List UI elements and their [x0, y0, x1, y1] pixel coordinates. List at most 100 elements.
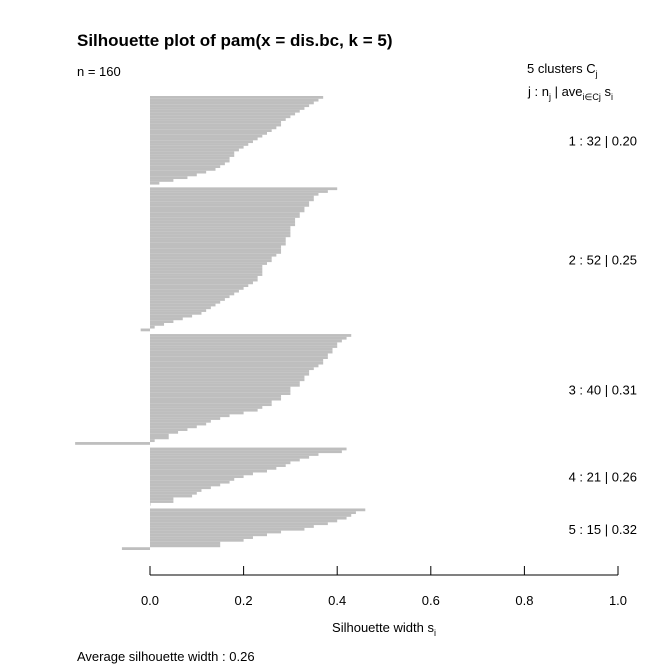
silhouette-bar-cluster-1 — [150, 96, 324, 99]
silhouette-bar-cluster-1 — [150, 179, 174, 182]
silhouette-bar-cluster-2 — [150, 323, 165, 326]
silhouette-bar-cluster-2 — [150, 275, 258, 279]
silhouette-bar-cluster-1 — [150, 109, 300, 113]
silhouette-bar-cluster-2 — [150, 248, 282, 252]
silhouette-bar-cluster-2 — [150, 187, 338, 191]
silhouette-bar-cluster-3 — [150, 378, 305, 382]
silhouette-bar-cluster-3 — [150, 350, 333, 354]
silhouette-bar-cluster-5 — [150, 541, 221, 545]
silhouette-bar-cluster-5 — [121, 547, 150, 550]
silhouette-bar-cluster-1 — [150, 123, 282, 127]
silhouette-bar-cluster-3 — [150, 433, 169, 437]
silhouette-bar-cluster-4 — [150, 472, 253, 476]
silhouette-bar-cluster-3 — [150, 361, 324, 365]
silhouette-bar-cluster-3 — [150, 411, 244, 415]
silhouette-bar-cluster-2 — [150, 190, 328, 193]
silhouette-bar-cluster-2 — [150, 192, 319, 196]
silhouette-bar-cluster-1 — [150, 162, 225, 166]
silhouette-bar-cluster-2 — [150, 303, 216, 307]
silhouette-bar-cluster-1 — [150, 115, 291, 119]
cluster-label-4: 4 : 21 | 0.26 — [569, 470, 637, 485]
silhouette-bar-cluster-1 — [150, 118, 286, 121]
silhouette-bar-cluster-3 — [150, 403, 272, 407]
silhouette-bar-cluster-3 — [150, 347, 333, 351]
silhouette-bar-cluster-3 — [150, 428, 188, 431]
x-tick-label: 0.6 — [422, 593, 440, 608]
silhouette-bar-cluster-4 — [150, 502, 151, 506]
silhouette-bar-cluster-3 — [150, 367, 314, 371]
silhouette-bar-cluster-1 — [150, 131, 267, 135]
silhouette-bar-cluster-2 — [150, 223, 296, 227]
silhouette-bar-cluster-5 — [150, 511, 356, 515]
silhouette-bar-cluster-2 — [150, 289, 239, 293]
silhouette-bar-cluster-1 — [150, 156, 230, 160]
silhouette-bar-cluster-3 — [150, 397, 282, 401]
silhouette-bar-cluster-1 — [150, 126, 277, 130]
x-tick-label: 0.8 — [515, 593, 533, 608]
cluster-label-2: 2 : 52 | 0.25 — [569, 252, 637, 267]
silhouette-bar-cluster-3 — [150, 414, 230, 418]
silhouette-bar-cluster-1 — [150, 165, 221, 168]
silhouette-bar-cluster-1 — [150, 112, 296, 116]
silhouette-bar-cluster-2 — [150, 234, 291, 238]
silhouette-bar-cluster-2 — [150, 226, 291, 229]
x-axis-label: Silhouette width si — [332, 620, 436, 638]
silhouette-bar-cluster-3 — [150, 400, 272, 404]
silhouette-bar-cluster-2 — [150, 314, 193, 318]
silhouette-bar-cluster-3 — [150, 372, 310, 376]
silhouette-bar-cluster-3 — [150, 406, 263, 409]
clusters-count-sub: j — [595, 69, 598, 79]
silhouette-bar-cluster-3 — [150, 394, 282, 398]
silhouette-bar-cluster-3 — [150, 383, 300, 387]
silhouette-bar-cluster-4 — [150, 464, 286, 467]
silhouette-bar-cluster-4 — [150, 469, 267, 473]
silhouette-bar-cluster-4 — [150, 455, 310, 459]
silhouette-bar-cluster-1 — [150, 143, 249, 146]
silhouette-bar-cluster-5 — [150, 538, 244, 542]
silhouette-bar-cluster-5 — [150, 519, 338, 523]
silhouette-bar-cluster-2 — [150, 195, 314, 199]
clusters-count-label: 5 clusters Cj — [527, 61, 598, 79]
silhouette-bar-cluster-4 — [150, 489, 202, 492]
silhouette-bar-cluster-2 — [150, 325, 155, 329]
silhouette-bar-cluster-3 — [150, 417, 221, 420]
silhouette-bar-cluster-2 — [150, 317, 183, 321]
silhouette-bar-cluster-5 — [150, 514, 352, 517]
silhouette-bar-cluster-3 — [150, 339, 342, 343]
silhouette-bar-cluster-2 — [150, 264, 263, 268]
silhouette-bar-cluster-3 — [150, 358, 324, 362]
silhouette-bar-cluster-3 — [150, 430, 179, 434]
silhouette-bar-cluster-1 — [150, 159, 230, 163]
silhouette-bar-cluster-5 — [150, 536, 253, 539]
silhouette-bar-cluster-2 — [150, 273, 263, 276]
silhouette-bar-cluster-1 — [150, 129, 272, 132]
silhouette-bar-cluster-4 — [150, 480, 230, 484]
legend-avesub: i∈Cj — [583, 92, 601, 102]
silhouette-bar-cluster-1 — [150, 107, 305, 110]
silhouette-bar-cluster-3 — [150, 345, 338, 348]
silhouette-bar-cluster-2 — [150, 270, 263, 274]
silhouette-bar-cluster-2 — [150, 215, 300, 218]
silhouette-bar-cluster-5 — [150, 544, 221, 548]
silhouette-bar-cluster-1 — [150, 173, 197, 177]
x-tick-label: 0.2 — [235, 593, 253, 608]
silhouette-bar-cluster-4 — [150, 500, 174, 503]
silhouette-bar-cluster-2 — [150, 267, 263, 271]
silhouette-bar-cluster-2 — [150, 287, 244, 290]
silhouette-bar-cluster-2 — [150, 278, 258, 282]
silhouette-bar-cluster-4 — [150, 461, 291, 465]
silhouette-bar-cluster-4 — [150, 466, 277, 470]
silhouette-bar-cluster-2 — [150, 198, 314, 202]
silhouette-bar-cluster-2 — [150, 298, 225, 301]
x-tick-label: 0.0 — [141, 593, 159, 608]
silhouette-bar-cluster-1 — [150, 134, 263, 138]
silhouette-bar-cluster-4 — [150, 450, 342, 454]
legend-ave: | ave — [551, 84, 583, 99]
x-axis-label-sub: i — [434, 628, 436, 638]
clusters-count-text: 5 clusters C — [527, 61, 596, 76]
silhouette-bar-cluster-2 — [150, 231, 291, 235]
silhouette-bar-cluster-4 — [150, 458, 300, 462]
silhouette-bar-cluster-3 — [150, 422, 207, 426]
silhouette-bar-cluster-4 — [150, 494, 193, 498]
silhouette-bar-cluster-5 — [150, 508, 366, 512]
